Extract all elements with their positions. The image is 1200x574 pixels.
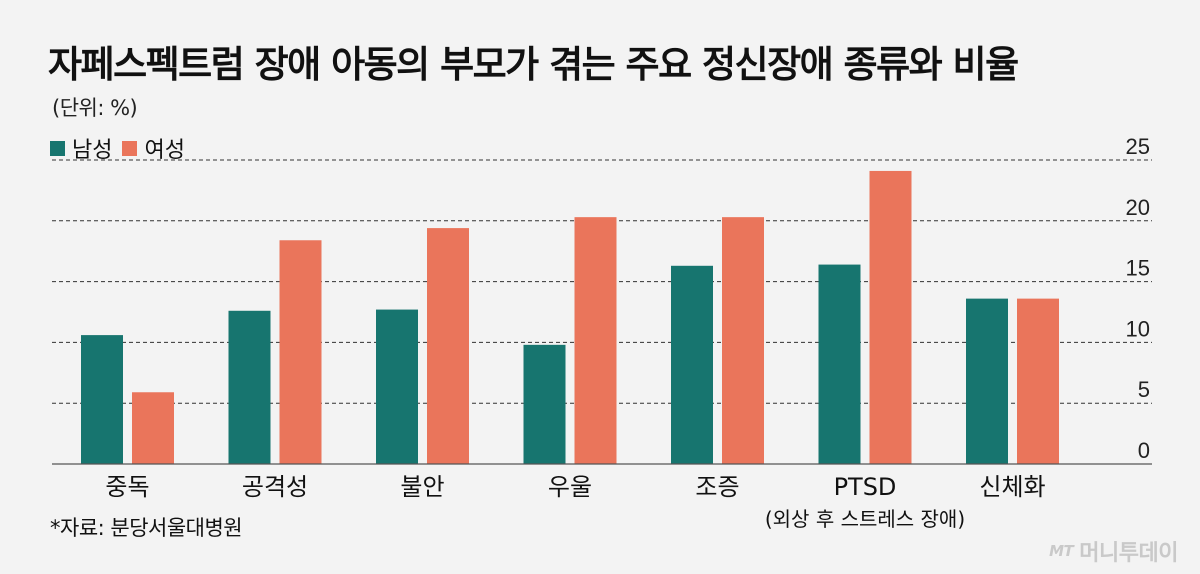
legend-item-female: 여성 bbox=[122, 132, 185, 164]
bar-male bbox=[523, 344, 566, 464]
legend-swatch-male bbox=[50, 140, 65, 156]
y-tick-label: 0 bbox=[1138, 438, 1150, 463]
legend-label-male: 남성 bbox=[72, 138, 113, 163]
bar-male bbox=[376, 309, 418, 464]
logo-name: 머니투데이 bbox=[1079, 541, 1178, 566]
legend-swatch-female bbox=[122, 140, 138, 156]
bar-male bbox=[818, 264, 861, 464]
bar-female bbox=[869, 170, 912, 464]
legend: 남성 여성 bbox=[50, 132, 185, 164]
bar-female bbox=[427, 228, 469, 464]
x-tick-label: 신체화 bbox=[979, 473, 1045, 501]
x-tick-label: 우울 bbox=[548, 473, 592, 501]
bar-male bbox=[966, 298, 1008, 464]
bar-male bbox=[228, 310, 271, 464]
bar-female bbox=[722, 217, 764, 464]
source-note: *자료: 분당서울대병원 bbox=[50, 516, 243, 540]
bar-male bbox=[671, 265, 713, 464]
x-tick-label: 공격성 bbox=[242, 473, 308, 501]
x-tick-sublabel: (외상 후 스트레스 장애) bbox=[765, 507, 965, 531]
bar-male bbox=[81, 335, 123, 464]
bar-female bbox=[279, 240, 322, 464]
y-tick-label: 5 bbox=[1138, 377, 1150, 402]
bar-female bbox=[1017, 298, 1059, 464]
y-tick-label: 25 bbox=[1126, 134, 1150, 159]
y-tick-label: 15 bbox=[1126, 256, 1150, 281]
legend-label-female: 여성 bbox=[144, 138, 185, 163]
x-tick-label: 불안 bbox=[400, 473, 444, 501]
bar-female bbox=[132, 392, 174, 464]
y-tick-label: 20 bbox=[1126, 195, 1150, 220]
unit-label: (단위: %) bbox=[52, 96, 138, 120]
x-tick-label: PTSD bbox=[834, 473, 897, 501]
chart-title: 자페스펙트럼 장애 아동의 부모가 겪는 주요 정신장애 종류와 비율 bbox=[48, 43, 1019, 86]
logo-mark: MT bbox=[1049, 542, 1074, 560]
x-tick-label: 조증 bbox=[695, 473, 739, 501]
bar-female bbox=[574, 217, 617, 464]
legend-item-male: 남성 bbox=[50, 132, 112, 164]
y-tick-label: 10 bbox=[1126, 316, 1150, 341]
x-tick-label: 중독 bbox=[105, 473, 149, 501]
publisher-logo: MT 머니투데이 bbox=[1049, 535, 1178, 567]
